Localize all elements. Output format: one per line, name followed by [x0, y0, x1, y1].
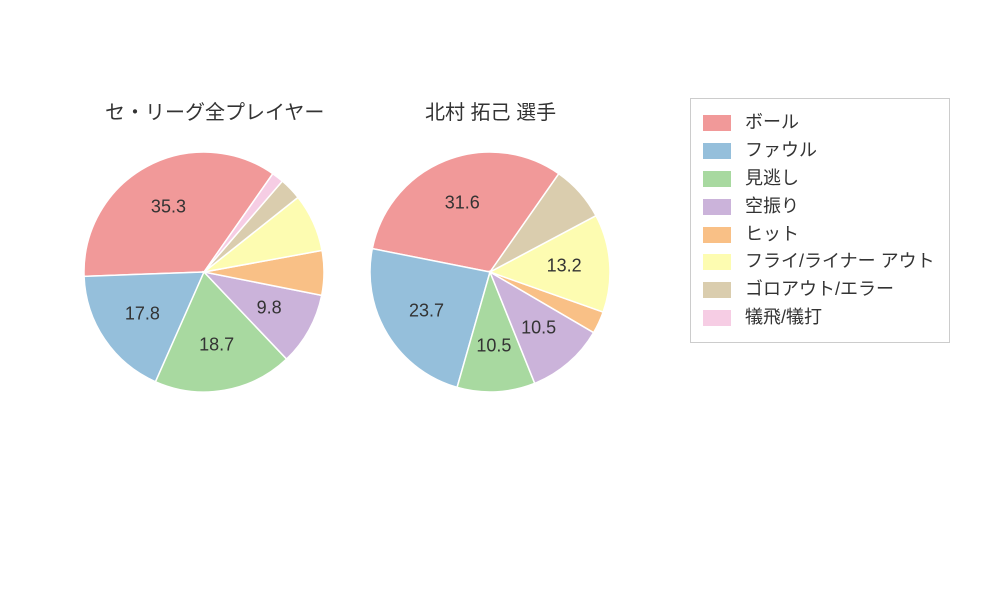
legend-label: ボール: [745, 109, 799, 137]
pie-slice-label-league-1: 17.8: [125, 303, 160, 324]
legend-item: フライ/ライナー アウト: [703, 248, 935, 276]
pie-slice-label-league-3: 9.8: [257, 297, 282, 318]
legend-item: 見逃し: [703, 165, 935, 193]
legend-item: 空振り: [703, 193, 935, 221]
pie-slice-label-player-2: 10.5: [476, 336, 511, 357]
legend-label: ファウル: [745, 137, 817, 165]
legend-label: ゴロアウト/エラー: [745, 276, 894, 304]
legend-item: ゴロアウト/エラー: [703, 276, 935, 304]
legend-item: 犠飛/犠打: [703, 304, 935, 332]
legend-swatch: [703, 115, 731, 131]
pie-slice-label-player-5: 13.2: [547, 256, 582, 277]
pie-chart-player: 31.6 23.7 10.5 10.5 13.2: [370, 152, 610, 392]
pie-title-league: セ・リーグ全プレイヤー: [105, 96, 324, 125]
legend-label: 空振り: [745, 193, 799, 221]
legend-swatch: [703, 227, 731, 243]
pie-slice-label-player-3: 10.5: [521, 318, 556, 339]
legend-swatch: [703, 199, 731, 215]
legend-item: ヒット: [703, 221, 935, 249]
pie-slice-label-player-0: 31.6: [445, 192, 480, 213]
legend-swatch: [703, 310, 731, 326]
legend: ボールファウル見逃し空振りヒットフライ/ライナー アウトゴロアウト/エラー犠飛/…: [690, 98, 950, 343]
legend-item: ファウル: [703, 137, 935, 165]
legend-label: ヒット: [745, 221, 799, 249]
legend-swatch: [703, 143, 731, 159]
pie-svg-league: [84, 152, 324, 392]
pie-slice-label-player-1: 23.7: [409, 300, 444, 321]
pie-slice-label-league-2: 18.7: [199, 335, 234, 356]
pie-slice-label-league-0: 35.3: [151, 196, 186, 217]
chart-stage: 35.3 17.8 18.7 9.8 セ・リーグ全プレイヤー 31.6 23.7 10.5 10…: [0, 0, 1000, 600]
pie-chart-league: 35.3 17.8 18.7 9.8: [84, 152, 324, 392]
legend-label: 見逃し: [745, 165, 799, 193]
legend-swatch: [703, 282, 731, 298]
legend-label: フライ/ライナー アウト: [745, 248, 935, 276]
legend-swatch: [703, 254, 731, 270]
pie-title-player: 北村 拓己 選手: [425, 96, 556, 125]
legend-label: 犠飛/犠打: [745, 304, 822, 332]
legend-item: ボール: [703, 109, 935, 137]
legend-swatch: [703, 171, 731, 187]
